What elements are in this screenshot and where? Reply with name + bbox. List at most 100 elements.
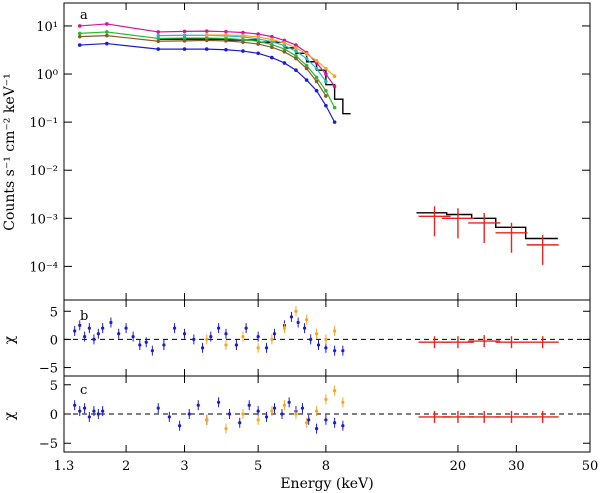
residual-point bbox=[96, 412, 100, 416]
y-tick-label: −5 bbox=[39, 437, 58, 452]
residual-point bbox=[241, 334, 245, 339]
data-point bbox=[256, 39, 260, 44]
data-point bbox=[105, 33, 109, 38]
data-point bbox=[324, 66, 328, 71]
residual-point bbox=[144, 340, 148, 344]
residual-point bbox=[92, 409, 96, 413]
residual-point bbox=[314, 427, 319, 431]
data-point bbox=[156, 39, 161, 44]
residual-point bbox=[247, 403, 251, 407]
residual-point bbox=[124, 326, 128, 330]
data-point bbox=[241, 33, 245, 38]
residual-point bbox=[216, 326, 221, 330]
residual-point bbox=[309, 337, 313, 342]
residual-point bbox=[333, 329, 337, 333]
residual-point bbox=[156, 406, 160, 410]
residual-point bbox=[324, 397, 328, 401]
y-axis-label-chi-c: χ bbox=[2, 411, 18, 420]
y-tick-label: 0 bbox=[50, 408, 58, 423]
residual-point bbox=[234, 343, 239, 347]
panel-b-label: b bbox=[80, 309, 88, 324]
residual-point bbox=[272, 332, 277, 336]
residual-point bbox=[196, 403, 200, 407]
panel-c-yticks: 5 0 −5 bbox=[39, 379, 590, 452]
residual-point bbox=[96, 332, 100, 336]
y-tick-label: 10⁻⁴ bbox=[29, 260, 58, 275]
data-point bbox=[282, 38, 287, 43]
residual-point bbox=[192, 337, 196, 342]
spectrum-series-line bbox=[79, 34, 327, 97]
residual-point bbox=[305, 318, 309, 322]
residual-point bbox=[150, 349, 154, 353]
residual-point bbox=[101, 326, 105, 330]
residual-series bbox=[205, 306, 337, 353]
residual-point bbox=[200, 346, 205, 350]
residual-point bbox=[264, 346, 269, 350]
residual-point bbox=[224, 427, 228, 431]
residual-series bbox=[73, 397, 345, 434]
data-point bbox=[256, 32, 260, 36]
data-point bbox=[304, 78, 309, 82]
residual-series bbox=[418, 335, 559, 349]
residual-point bbox=[296, 320, 300, 325]
data-point bbox=[332, 120, 337, 124]
x-axis-label: Energy (keV) bbox=[280, 476, 373, 492]
data-point bbox=[294, 43, 298, 47]
data-point bbox=[282, 49, 287, 54]
data-point bbox=[282, 47, 287, 51]
y-axis-label-chi-b: χ bbox=[2, 335, 18, 344]
data-point bbox=[256, 35, 260, 39]
residual-point bbox=[224, 332, 228, 336]
x-tick-label: 3 bbox=[180, 459, 188, 474]
panel-b-yticks: 5 0 −5 bbox=[39, 305, 590, 377]
residual-point bbox=[83, 406, 87, 410]
data-point bbox=[204, 29, 209, 33]
residual-point bbox=[101, 409, 105, 413]
residual-point bbox=[178, 424, 182, 428]
residual-point bbox=[314, 332, 319, 336]
residual-point bbox=[205, 337, 209, 342]
residual-point bbox=[131, 334, 135, 339]
panel-b: 5 0 −5 b χ bbox=[2, 299, 591, 377]
spectrum-series bbox=[418, 206, 559, 265]
residual-point bbox=[294, 309, 298, 313]
panel-c: 5 0 −5 c χ bbox=[2, 375, 591, 453]
x-axis-ticks: 1.3 2 3 5 8 20 30 50 bbox=[54, 3, 598, 474]
data-point bbox=[270, 34, 274, 39]
residual-point bbox=[324, 346, 328, 350]
residual-point bbox=[244, 326, 248, 330]
residual-point bbox=[324, 418, 328, 422]
y-tick-label: 5 bbox=[50, 379, 58, 394]
residual-point bbox=[341, 424, 345, 428]
data-point bbox=[241, 37, 245, 42]
spectrum-series-line bbox=[158, 34, 327, 82]
residual-point bbox=[287, 400, 291, 404]
x-tick-label: 5 bbox=[254, 459, 262, 474]
residual-point bbox=[138, 343, 142, 347]
data-point bbox=[204, 33, 209, 37]
x-tick-label: 1.3 bbox=[54, 459, 75, 474]
data-point bbox=[204, 47, 209, 51]
residual-point bbox=[314, 409, 319, 413]
residual-point bbox=[280, 412, 284, 416]
residual-point bbox=[78, 409, 82, 413]
residual-point bbox=[73, 329, 77, 333]
residual-point bbox=[78, 323, 82, 327]
data-point bbox=[314, 58, 319, 63]
data-point bbox=[182, 36, 187, 40]
panel-a-label: a bbox=[80, 8, 88, 23]
data-point bbox=[270, 45, 274, 50]
residual-point bbox=[305, 421, 309, 425]
data-point bbox=[332, 84, 337, 89]
residual-point bbox=[341, 400, 345, 404]
model-step-line bbox=[158, 38, 558, 240]
residual-point bbox=[264, 415, 269, 419]
data-point bbox=[241, 40, 245, 44]
residual-point bbox=[272, 406, 277, 410]
data-point bbox=[294, 53, 298, 58]
data-point bbox=[304, 56, 309, 61]
data-point bbox=[105, 22, 109, 26]
residual-point bbox=[109, 320, 113, 325]
data-point bbox=[282, 41, 287, 45]
y-tick-label: 10⁰ bbox=[36, 68, 58, 83]
